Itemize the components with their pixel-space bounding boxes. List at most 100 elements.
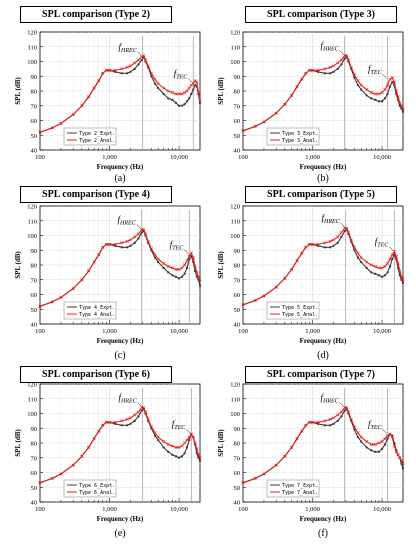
data-point: [331, 64, 336, 68]
data-point: [198, 456, 202, 460]
data-point: [345, 53, 349, 58]
y-tick-label: 50: [31, 307, 38, 314]
y-tick-label: 110: [27, 218, 37, 225]
annotation-pointer: [136, 224, 141, 229]
data-point: [365, 260, 369, 264]
data-point: [183, 452, 186, 455]
data-point: [107, 242, 112, 246]
data-point: [143, 58, 148, 62]
data-point: [386, 271, 389, 274]
data-point: [360, 88, 363, 91]
data-point: [374, 98, 377, 101]
y-tick-label: 100: [230, 233, 240, 240]
data-point: [359, 83, 363, 87]
data-point: [140, 59, 143, 62]
data-point: [346, 410, 351, 414]
data-point: [339, 410, 344, 414]
data-point: [192, 88, 195, 91]
data-point: [304, 245, 308, 249]
data-point: [166, 264, 170, 269]
data-point: [345, 408, 348, 411]
data-point: [191, 256, 195, 260]
data-point: [369, 90, 373, 95]
annotation-pointer: [137, 402, 142, 407]
data-point: [393, 442, 396, 444]
y-tick-label: 100: [27, 411, 37, 418]
data-point: [167, 97, 170, 100]
data-point: [340, 235, 343, 238]
legend: [63, 127, 117, 146]
data-point: [59, 121, 63, 126]
data-point: [350, 419, 353, 422]
data-point: [80, 278, 84, 282]
data-point: [156, 82, 160, 86]
data-point: [289, 93, 294, 98]
data-point: [162, 439, 166, 444]
y-tick-label: 90: [234, 248, 241, 255]
data-point: [120, 72, 123, 75]
data-point: [197, 456, 200, 459]
data-point: [373, 264, 377, 269]
data-point: [50, 476, 54, 481]
data-point: [377, 92, 381, 96]
data-point: [323, 424, 326, 427]
data-point: [136, 58, 141, 62]
legend-label: Type 2_Anal.: [79, 138, 115, 144]
data-point: [177, 445, 181, 450]
data-point: [345, 228, 348, 231]
data-point: [349, 65, 353, 70]
data-point: [92, 260, 96, 264]
data-point: [185, 100, 188, 103]
data-point: [107, 68, 112, 72]
data-point: [323, 241, 327, 245]
data-point: [174, 455, 177, 458]
data-point: [340, 415, 343, 418]
data-point: [180, 104, 183, 107]
chart-title: SPL comparison (Type 6): [20, 366, 172, 383]
data-point: [185, 438, 189, 442]
data-point: [129, 422, 132, 425]
data-point: [304, 423, 308, 427]
data-point: [143, 232, 148, 236]
y-tick-label: 120: [230, 382, 240, 389]
data-point: [198, 278, 202, 282]
data-point: [101, 423, 105, 427]
data-point: [128, 64, 133, 68]
spl-chart-5: 40 50 60 70 80 90 100 110 120 100 1,000 10,000 Frequ…: [14, 382, 202, 523]
data-point: [188, 97, 191, 100]
x-axis-label: Frequency (Hz): [300, 163, 347, 171]
data-point: [197, 278, 200, 281]
data-point: [166, 89, 170, 93]
data-point: [400, 278, 403, 281]
legend-label: Type 3_Anal.: [282, 138, 318, 144]
data-point: [383, 97, 386, 100]
data-point: [191, 82, 195, 86]
data-point: [180, 275, 183, 278]
data-point: [336, 67, 339, 70]
data-point: [157, 439, 160, 442]
y-tick-label: 80: [234, 263, 241, 270]
data-point: [402, 281, 404, 284]
data-point: [185, 446, 188, 449]
y-tick-label: 60: [31, 470, 38, 477]
data-point: [383, 87, 387, 92]
y-tick-label: 120: [27, 30, 37, 37]
data-point: [174, 101, 177, 104]
data-point: [195, 85, 198, 88]
data-point: [383, 443, 386, 446]
data-point: [317, 70, 320, 73]
data-point: [356, 431, 360, 435]
data-point: [401, 462, 405, 466]
legend: [266, 301, 320, 320]
y-tick-label: 40: [31, 322, 38, 329]
data-point: [398, 269, 402, 273]
y-tick-label: 70: [31, 277, 38, 284]
y-tick-label: 50: [234, 307, 241, 314]
data-point: [370, 449, 373, 452]
data-point: [388, 432, 392, 436]
data-point: [332, 70, 335, 73]
data-point: [185, 89, 189, 93]
data-point: [170, 444, 174, 448]
annotation-label: fTEC: [368, 419, 383, 431]
